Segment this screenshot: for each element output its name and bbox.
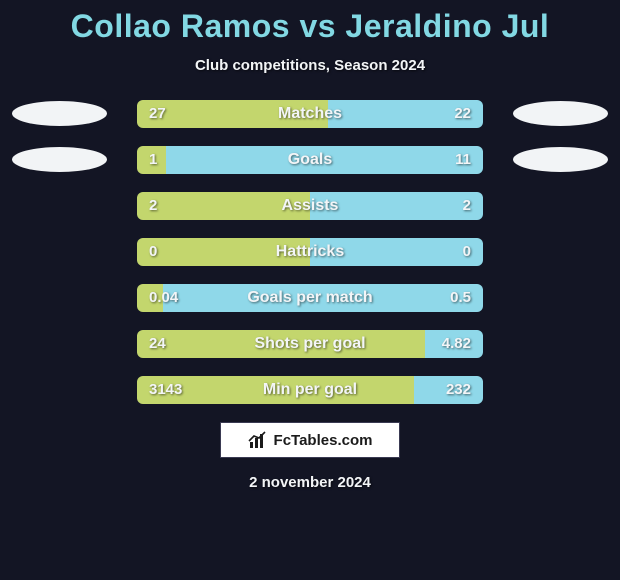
stat-value-right: 4.82 bbox=[442, 330, 471, 358]
stat-value-right: 11 bbox=[455, 146, 471, 174]
club-badge-left bbox=[12, 147, 107, 172]
stat-row: Matches2722 bbox=[0, 100, 620, 128]
stat-value-right: 22 bbox=[454, 100, 471, 128]
stats-rows: Matches2722Goals111Assists22Hattricks00G… bbox=[0, 100, 620, 404]
stat-bar-right bbox=[166, 146, 483, 174]
club-badge-right bbox=[513, 147, 608, 172]
subtitle: Club competitions, Season 2024 bbox=[0, 57, 620, 74]
stat-row: Goals111 bbox=[0, 146, 620, 174]
stat-row: Assists22 bbox=[0, 192, 620, 220]
stat-value-left: 0 bbox=[149, 238, 157, 266]
player-b-name: Jeraldino Jul bbox=[345, 8, 549, 44]
date-label: 2 november 2024 bbox=[0, 474, 620, 491]
stat-bar-right bbox=[310, 192, 483, 220]
brand-label: FcTables.com bbox=[274, 432, 373, 449]
stat-bar-left bbox=[137, 192, 310, 220]
stat-value-right: 2 bbox=[463, 192, 471, 220]
stat-value-left: 1 bbox=[149, 146, 157, 174]
stat-value-left: 24 bbox=[149, 330, 166, 358]
stat-value-left: 27 bbox=[149, 100, 166, 128]
stat-row: Goals per match0.040.5 bbox=[0, 284, 620, 312]
stat-bar-left bbox=[137, 330, 425, 358]
stat-bar bbox=[137, 238, 483, 266]
club-badge-right bbox=[513, 101, 608, 126]
stat-bar bbox=[137, 330, 483, 358]
player-a-name: Collao Ramos bbox=[71, 8, 290, 44]
stat-bar bbox=[137, 146, 483, 174]
stat-bar bbox=[137, 376, 483, 404]
stat-value-left: 3143 bbox=[149, 376, 182, 404]
stat-value-left: 0.04 bbox=[149, 284, 178, 312]
stat-value-right: 232 bbox=[446, 376, 471, 404]
vs-separator: vs bbox=[290, 8, 345, 44]
stat-bar bbox=[137, 100, 483, 128]
stat-row: Shots per goal244.82 bbox=[0, 330, 620, 358]
page-title: Collao Ramos vs Jeraldino Jul bbox=[0, 8, 620, 45]
stat-value-right: 0.5 bbox=[450, 284, 471, 312]
comparison-infographic: Collao Ramos vs Jeraldino Jul Club compe… bbox=[0, 0, 620, 580]
chart-icon bbox=[248, 430, 268, 450]
stat-row: Hattricks00 bbox=[0, 238, 620, 266]
stat-bar-left bbox=[137, 238, 310, 266]
stat-row: Min per goal3143232 bbox=[0, 376, 620, 404]
stat-bar-right bbox=[163, 284, 483, 312]
stat-bar bbox=[137, 192, 483, 220]
stat-bar bbox=[137, 284, 483, 312]
stat-bar-right bbox=[310, 238, 483, 266]
stat-value-right: 0 bbox=[463, 238, 471, 266]
brand-footer[interactable]: FcTables.com bbox=[220, 422, 400, 458]
club-badge-left bbox=[12, 101, 107, 126]
stat-value-left: 2 bbox=[149, 192, 157, 220]
